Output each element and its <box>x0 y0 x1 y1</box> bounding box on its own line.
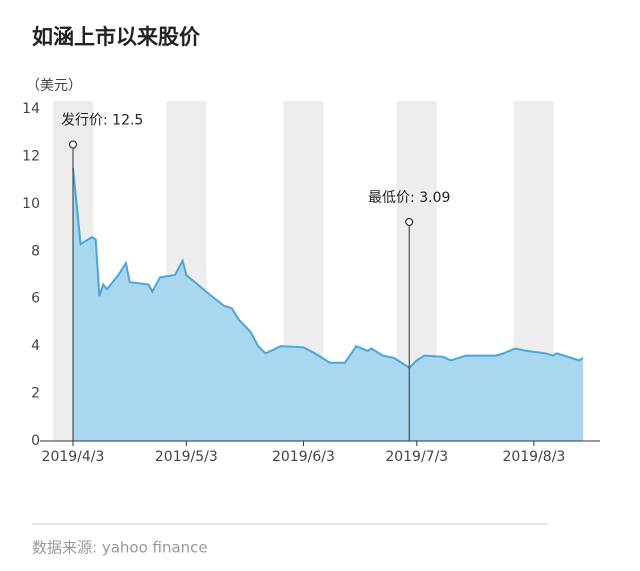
x-tick-label: 2019/5/3 <box>155 449 218 465</box>
y-tick-label: 6 <box>31 291 40 307</box>
annotation-label: 发行价: 12.5 <box>61 113 143 129</box>
chart-title: 如涵上市以来股价 <box>32 25 201 49</box>
annotation-label: 最低价: 3.09 <box>368 190 450 206</box>
y-tick-label: 14 <box>22 101 40 117</box>
y-tick-label: 2 <box>31 386 40 402</box>
x-tick-label: 2019/4/3 <box>42 449 105 465</box>
y-axis-label: （美元） <box>26 78 82 94</box>
annotation-marker <box>68 140 78 149</box>
x-tick-label: 2019/7/3 <box>385 449 448 465</box>
y-tick-label: 4 <box>31 338 40 354</box>
source: 数据来源: yahoo finance <box>32 539 208 557</box>
y-tick-label: 8 <box>31 243 40 259</box>
x-tick-label: 2019/8/3 <box>502 449 565 465</box>
y-tick-label: 10 <box>22 196 40 212</box>
y-tick-label: 12 <box>22 148 40 164</box>
annotation-marker <box>405 217 414 227</box>
line <box>72 168 584 369</box>
x-tick-label: 2019/6/3 <box>272 449 335 465</box>
y-tick-label: 0 <box>31 433 40 449</box>
area <box>73 168 583 442</box>
